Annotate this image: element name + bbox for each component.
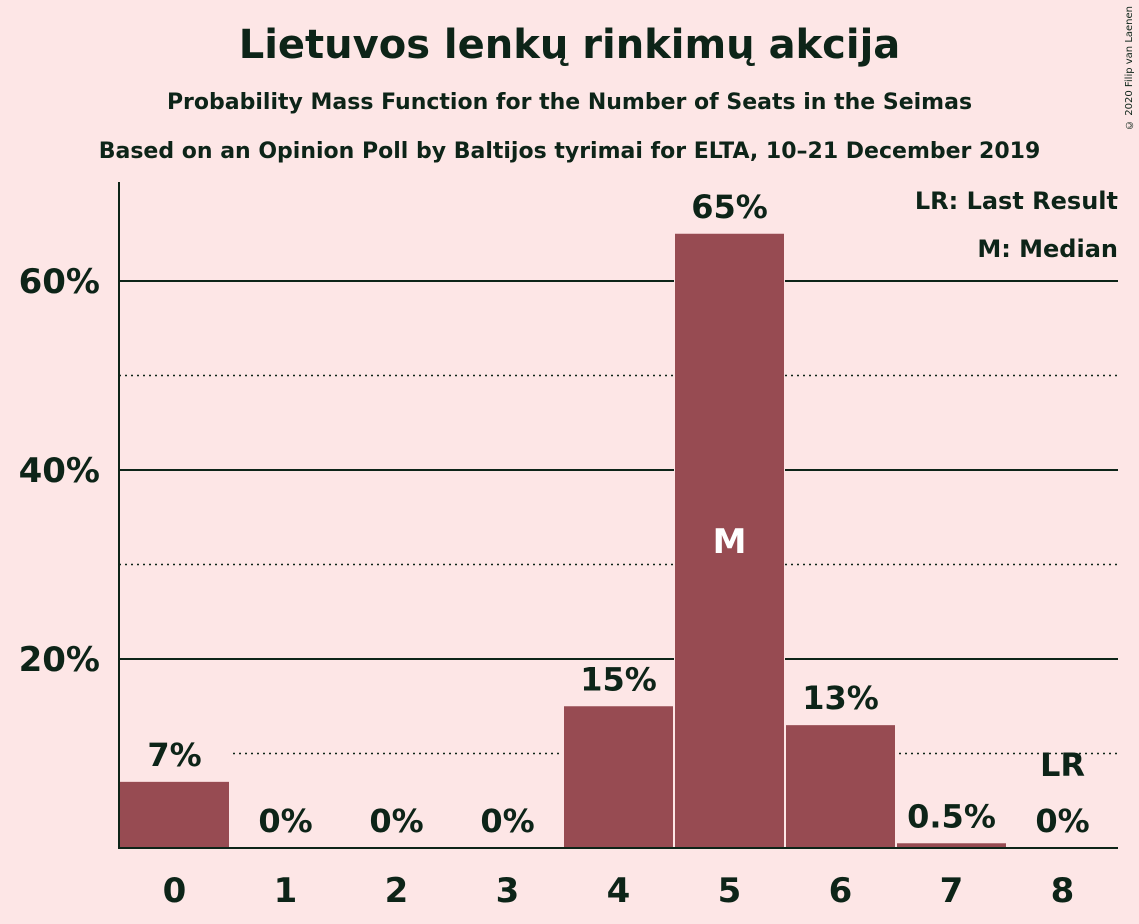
labels: 20%40%60%7%00%10%20%315%465%5M13%60.5%70… bbox=[19, 188, 1090, 911]
value-label: 0% bbox=[369, 802, 423, 840]
value-label: 0% bbox=[1035, 802, 1089, 840]
bar-6 bbox=[786, 725, 895, 848]
value-label: 65% bbox=[691, 188, 768, 226]
bar-4 bbox=[564, 706, 673, 848]
chart-subtitle: Probability Mass Function for the Number… bbox=[166, 90, 973, 115]
bars bbox=[119, 188, 1007, 848]
value-label: 0% bbox=[480, 802, 534, 840]
x-tick-label: 7 bbox=[940, 871, 964, 911]
bar-0 bbox=[120, 781, 229, 848]
x-tick-label: 8 bbox=[1051, 871, 1075, 911]
x-tick-label: 3 bbox=[496, 871, 520, 911]
x-tick-label: 4 bbox=[607, 871, 631, 911]
legend-median: M: Median bbox=[977, 235, 1118, 263]
y-tick-label: 40% bbox=[19, 451, 100, 491]
value-label: 13% bbox=[802, 679, 879, 717]
bar-backdrop bbox=[896, 798, 1007, 848]
x-tick-label: 6 bbox=[829, 871, 853, 911]
x-tick-label: 2 bbox=[385, 871, 409, 911]
bar-7 bbox=[897, 843, 1006, 848]
x-tick-label: 1 bbox=[274, 871, 298, 911]
value-label: 0% bbox=[258, 802, 312, 840]
chart-title: Lietuvos lenkų rinkimų akcija bbox=[238, 22, 901, 68]
bar-5 bbox=[675, 233, 784, 848]
chart-source-line: Based on an Opinion Poll by Baltijos tyr… bbox=[98, 139, 1041, 164]
y-tick-label: 20% bbox=[19, 640, 100, 680]
value-label: 15% bbox=[580, 660, 657, 698]
value-label: 0.5% bbox=[907, 797, 996, 835]
y-tick-label: 60% bbox=[19, 262, 100, 302]
median-marker: M bbox=[713, 522, 747, 562]
value-label: 7% bbox=[147, 736, 201, 774]
legend-last-result: LR: Last Result bbox=[915, 187, 1118, 215]
last-result-marker: LR bbox=[1040, 746, 1085, 784]
x-tick-label: 0 bbox=[163, 871, 187, 911]
x-tick-label: 5 bbox=[718, 871, 742, 911]
